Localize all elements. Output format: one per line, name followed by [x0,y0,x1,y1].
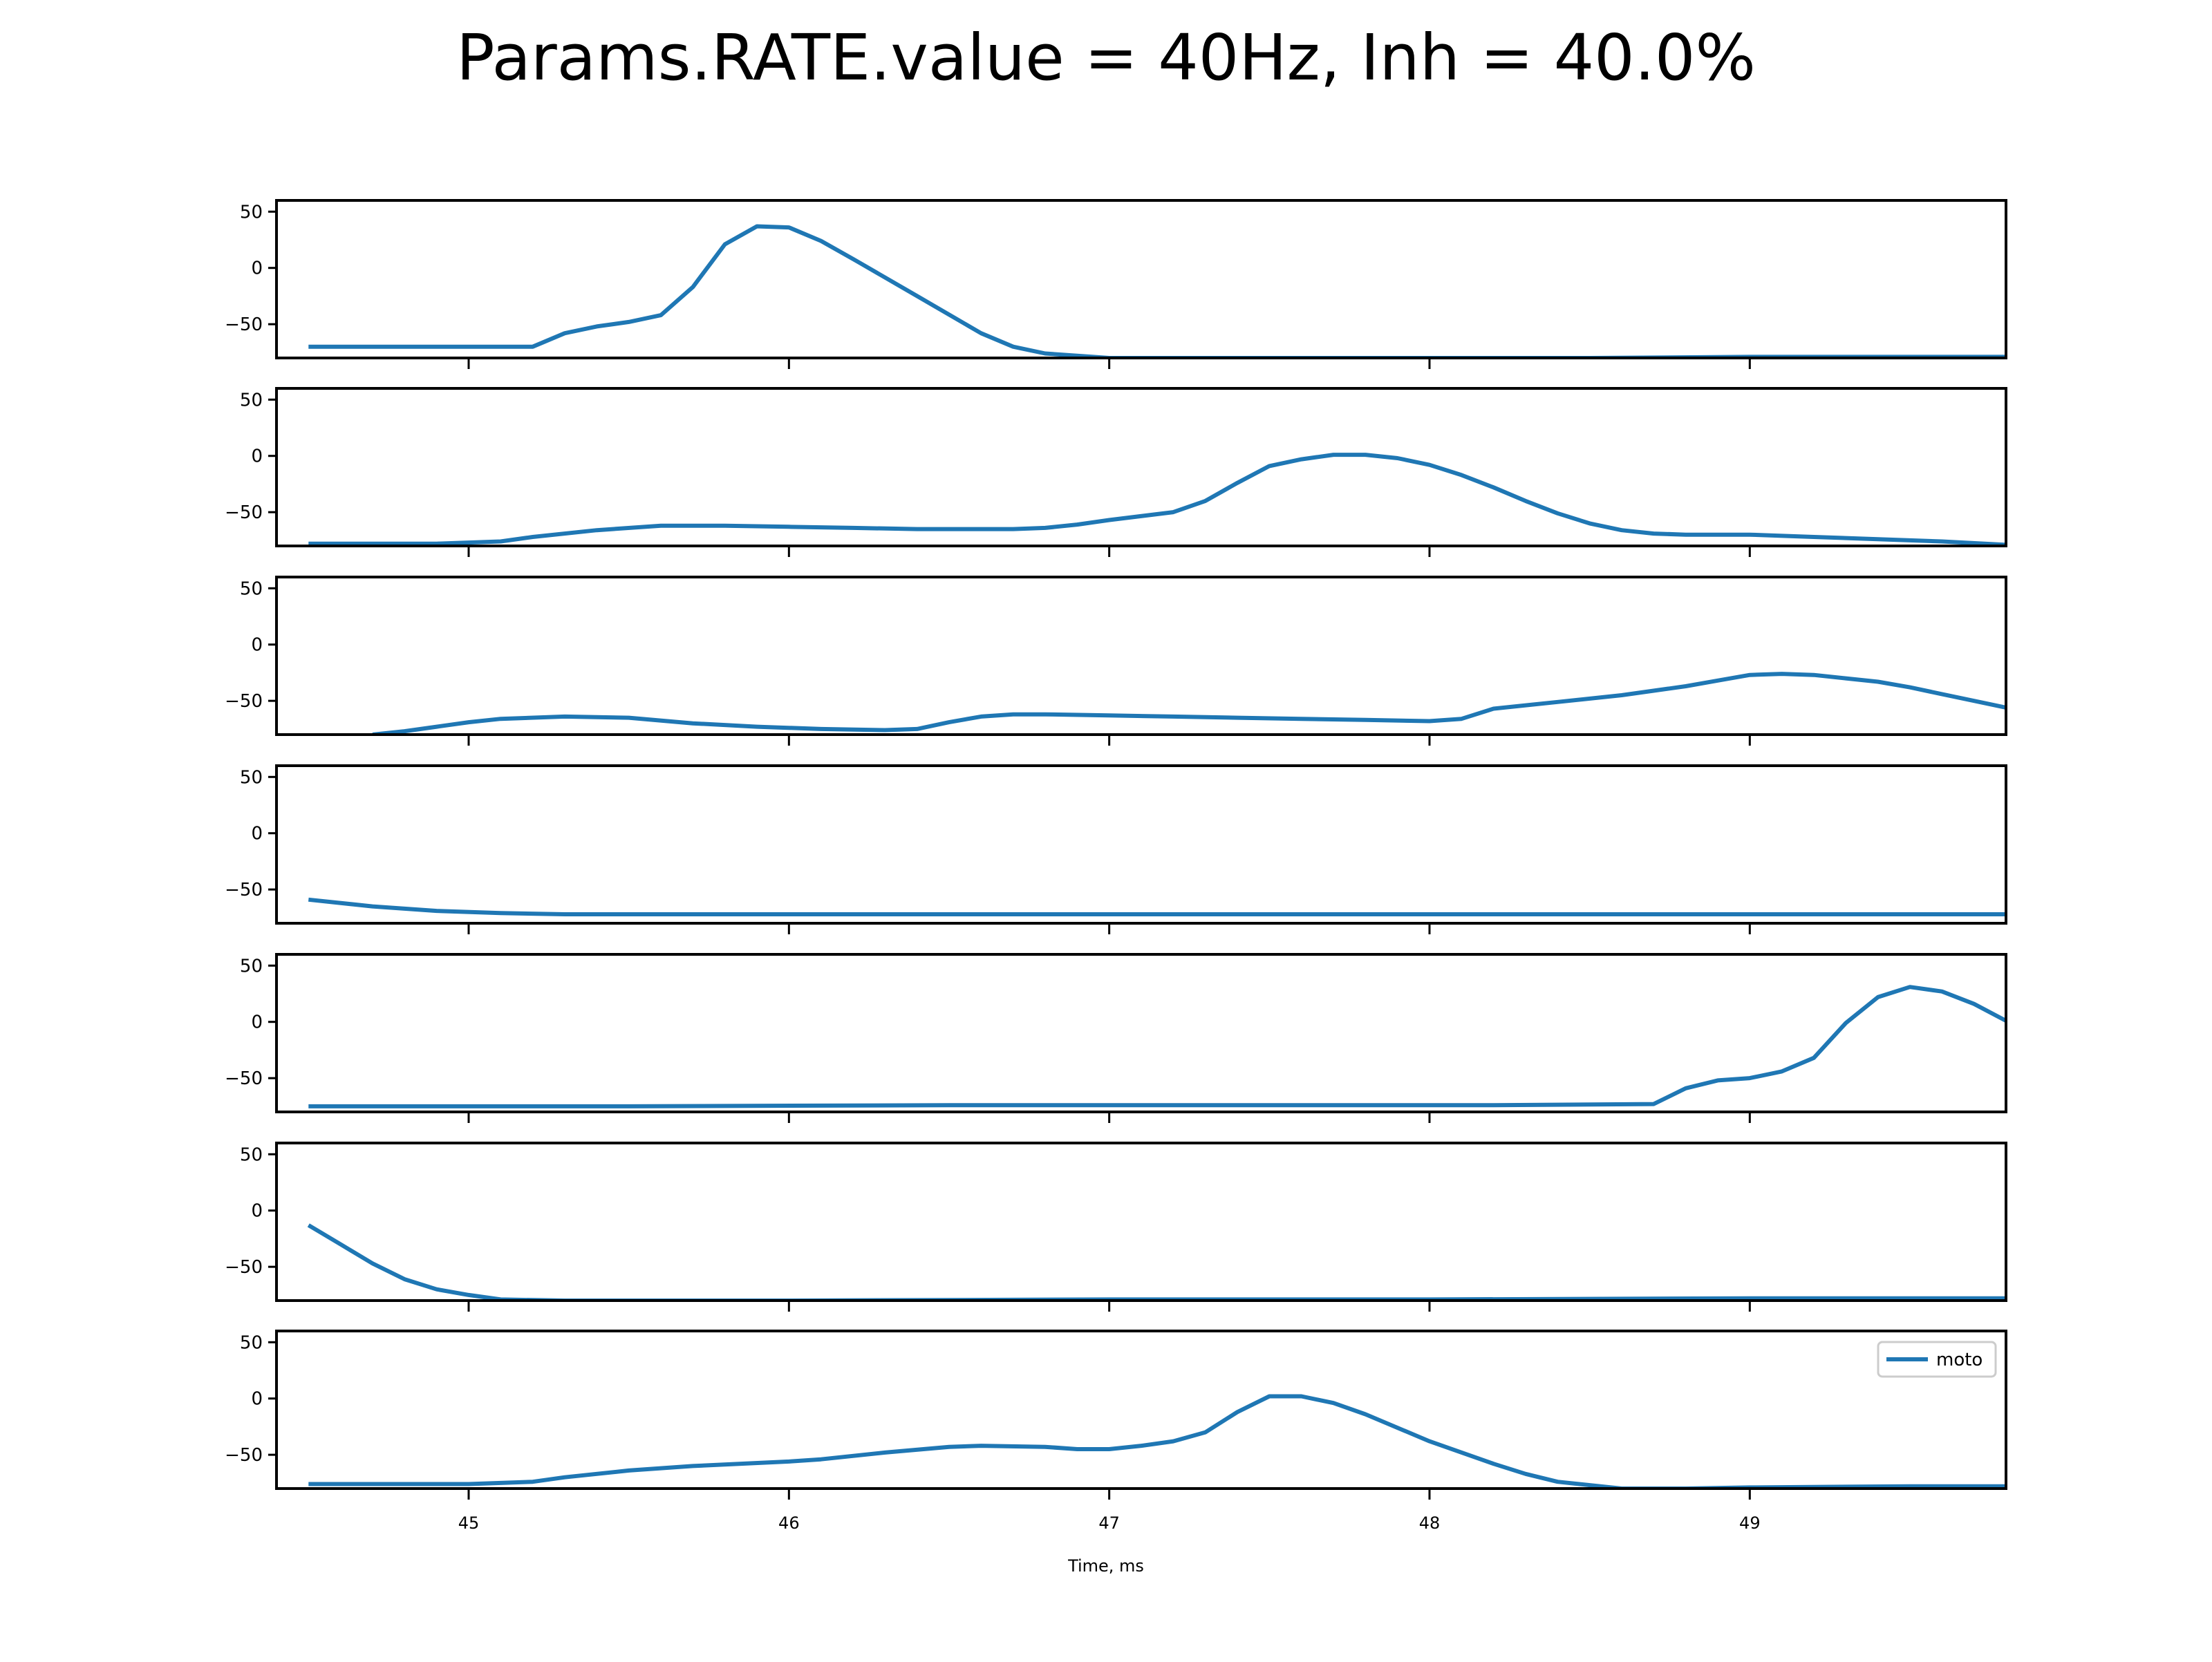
panel-frame-4 [275,764,2007,925]
y-tick-label-panel-2: 50 [240,390,263,410]
y-tick-label-panel-4: −50 [225,880,263,900]
panel-frame-7 [275,1330,2007,1490]
series-line-panel-1 [308,224,2006,358]
y-tick-label-panel-6: 50 [240,1144,263,1165]
y-tick-label-panel-5: −50 [225,1068,263,1089]
panel-frame-6 [275,1142,2007,1302]
panel-frame-2 [275,387,2007,547]
y-tick-label-panel-5: 50 [240,956,263,976]
series-line-panel-2 [308,453,2006,546]
series-line-panel-4 [308,897,2006,916]
y-tick-label-panel-3: −50 [225,691,263,712]
panel-frame-5 [275,953,2007,1113]
y-tick-label-panel-1: 50 [240,202,263,223]
x-tick-label: 45 [458,1513,480,1533]
y-tick-label-panel-1: 0 [251,258,263,279]
y-tick-label-panel-7: 50 [240,1332,263,1353]
series-line-panel-7 [308,1394,2006,1489]
y-tick-label-panel-6: −50 [225,1257,263,1278]
y-tick-label-panel-2: 0 [251,446,263,467]
y-tick-label-panel-3: 0 [251,635,263,656]
y-tick-label-panel-1: −50 [225,314,263,335]
x-tick-label: 49 [1739,1513,1761,1533]
legend-box [1877,1341,1997,1378]
y-tick-label-panel-4: 50 [240,767,263,788]
series-line-panel-6 [307,1223,2006,1301]
y-tick-label-panel-7: −50 [225,1445,263,1466]
y-tick-label-panel-6: 0 [251,1201,263,1222]
legend-label: moto [1936,1350,1983,1370]
series-line-panel-3 [372,672,2006,735]
x-axis-label: Time, ms [1068,1556,1144,1576]
panel-frame-1 [275,199,2007,359]
y-tick-label-panel-3: 50 [240,578,263,599]
y-tick-label-panel-5: 0 [251,1012,263,1033]
x-tick-label: 48 [1419,1513,1441,1533]
y-tick-label-panel-4: 0 [251,824,263,844]
figure-title: Params.RATE.value = 40Hz, Inh = 40.0% [456,21,1756,95]
y-tick-label-panel-2: −50 [225,502,263,523]
y-tick-label-panel-7: 0 [251,1389,263,1410]
series-line-panel-5 [308,985,2006,1108]
x-tick-label: 46 [778,1513,800,1533]
panel-frame-3 [275,576,2007,736]
x-tick-label: 47 [1098,1513,1120,1533]
